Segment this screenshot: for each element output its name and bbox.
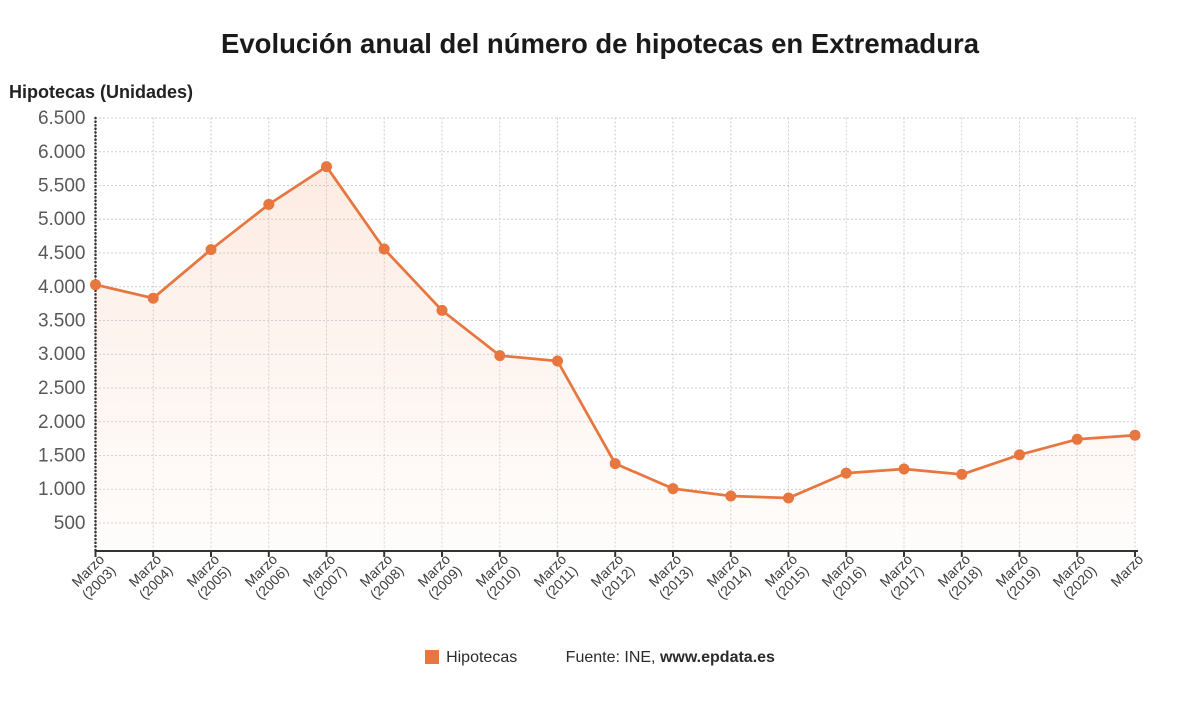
svg-text:1.000: 1.000: [38, 479, 86, 500]
svg-text:1.500: 1.500: [38, 446, 86, 467]
svg-text:3.500: 3.500: [38, 311, 86, 332]
svg-text:5.500: 5.500: [38, 176, 86, 197]
svg-text:500: 500: [54, 513, 86, 534]
svg-text:4.500: 4.500: [38, 243, 86, 264]
svg-text:4.000: 4.000: [38, 277, 86, 298]
svg-text:6.500: 6.500: [38, 108, 86, 129]
svg-text:2.500: 2.500: [38, 378, 86, 399]
svg-text:3.000: 3.000: [38, 344, 86, 365]
svg-text:5.000: 5.000: [38, 209, 86, 230]
svg-text:6.000: 6.000: [38, 142, 86, 163]
svg-text:2.000: 2.000: [38, 412, 86, 433]
